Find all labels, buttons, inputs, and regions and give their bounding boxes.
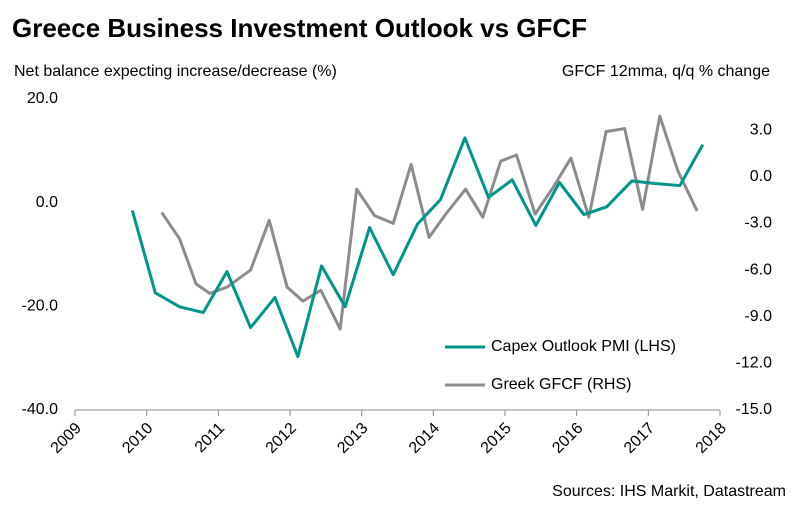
y2-tick-label: 0.0 [750,168,772,185]
source: Sources: IHS Markit, Datastream [552,483,786,500]
y2-tick-label: -12.0 [736,355,773,372]
x-tick-label: 2016 [549,420,586,457]
x-tick-label: 2015 [478,420,515,457]
x-tick-label: 2018 [693,420,730,457]
y2-tick-label: -3.0 [744,215,772,232]
y-tick-label: -40.0 [22,401,59,418]
x-tick-label: 2012 [263,420,300,457]
y2-tick-label: -9.0 [744,308,772,325]
y2-axis-label: GFCF 12mma, q/q % change [562,63,770,80]
series-line [130,136,705,359]
x-tick-label: 2011 [192,420,228,456]
y2-tick-label: 3.0 [750,121,772,138]
chart-title: Greece Business Investment Outlook vs GF… [12,13,587,43]
y2-tick-label: -6.0 [744,261,772,278]
y-tick-label: 0.0 [36,194,58,211]
x-tick-label: 2013 [334,420,371,457]
y-tick-label: 20.0 [27,90,58,107]
legend-label: Capex Outlook PMI (LHS) [491,338,676,355]
y-axis-label: Net balance expecting increase/decrease … [14,63,337,80]
x-tick-label: 2009 [48,420,85,457]
y2-tick-label: -15.0 [736,401,773,418]
y-tick-label: -20.0 [22,298,59,315]
x-tick-label: 2014 [406,420,443,457]
legend-label: Greek GFCF (RHS) [491,376,631,393]
x-tick-label: 2010 [119,420,156,457]
series-line [160,114,699,331]
x-tick-label: 2017 [621,420,658,457]
